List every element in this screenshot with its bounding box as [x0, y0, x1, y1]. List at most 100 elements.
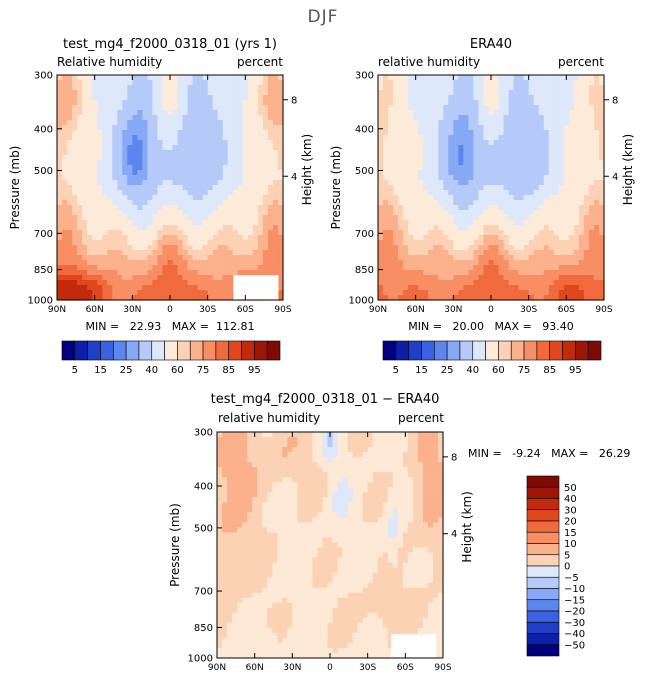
heatmap-cell [87, 215, 93, 221]
heatmap-cell [233, 75, 239, 81]
heatmap-cell [554, 170, 560, 176]
heatmap-cell [102, 290, 108, 296]
heatmap-cell [373, 457, 379, 463]
heatmap-cell [353, 432, 359, 438]
heatmap-cell [213, 255, 219, 261]
heatmap-cell [353, 502, 359, 508]
heatmap-cell [97, 80, 103, 86]
heatmap-cell [594, 95, 600, 101]
heatmap-cell [534, 135, 540, 141]
heatmap-cell [132, 115, 138, 121]
heatmap-cell [188, 135, 194, 141]
heatmap-cell [478, 120, 484, 126]
heatmap-cell [117, 140, 123, 146]
heatmap-cell [57, 195, 63, 201]
heatmap-cell [248, 170, 254, 176]
heatmap-cell [478, 115, 484, 121]
heatmap-cell [173, 125, 179, 131]
heatmap-cell [463, 195, 469, 201]
heatmap-cell [233, 195, 239, 201]
colorbar-swatch [165, 341, 178, 360]
heatmap-cell [428, 165, 434, 171]
heatmap-cell [423, 95, 429, 101]
heatmap-cell [277, 497, 283, 503]
heatmap-cell [213, 110, 219, 116]
heatmap-cell [248, 75, 254, 81]
heatmap-cell [463, 185, 469, 191]
heatmap-cell [97, 245, 103, 251]
heatmap-cell [137, 290, 143, 296]
heatmap-cell [218, 145, 224, 151]
heatmap-cell [333, 482, 339, 488]
heatmap-cell [363, 512, 369, 518]
heatmap-cell [122, 180, 128, 186]
heatmap-cell [238, 165, 244, 171]
heatmap-cell [253, 110, 259, 116]
heatmap-cell [258, 110, 264, 116]
heatmap-cell [488, 280, 494, 286]
heatmap-cell [383, 447, 389, 453]
heatmap-cell [217, 502, 223, 508]
heatmap-cell [584, 220, 590, 226]
heatmap-cell [122, 160, 128, 166]
heatmap-cell [233, 205, 239, 211]
heatmap-cell [428, 235, 434, 241]
heatmap-cell [238, 145, 244, 151]
heatmap-cell [238, 155, 244, 161]
heatmap-cell [272, 437, 278, 443]
heatmap-cell [438, 160, 444, 166]
heatmap-cell [514, 260, 520, 266]
heatmap-cell [559, 280, 565, 286]
heatmap-cell [203, 190, 209, 196]
heatmap-cell [433, 462, 439, 468]
heatmap-cell [247, 467, 253, 473]
heatmap-cell [388, 80, 394, 86]
heatmap-cell [302, 447, 308, 453]
heatmap-cell [378, 452, 384, 458]
heatmap-cell [282, 462, 288, 468]
heatmap-cell [499, 160, 505, 166]
heatmap-cell [408, 487, 414, 493]
heatmap-cell [524, 270, 530, 276]
heatmap-cell [127, 105, 133, 111]
heatmap-cell [413, 462, 419, 468]
heatmap-cell [403, 115, 409, 121]
heatmap-cell [72, 85, 78, 91]
heatmap-cell [478, 100, 484, 106]
heatmap-cell [478, 160, 484, 166]
heatmap-cell [338, 442, 344, 448]
heatmap-cell [438, 195, 444, 201]
heatmap-cell [574, 85, 580, 91]
heatmap-cell [448, 185, 454, 191]
heatmap-cell [504, 290, 510, 296]
heatmap-cell [438, 180, 444, 186]
heatmap-cell [173, 205, 179, 211]
heatmap-cell [222, 492, 228, 498]
heatmap-cell [238, 180, 244, 186]
heatmap-cell [423, 285, 429, 291]
heatmap-cell [463, 140, 469, 146]
colorbar-label: 95 [248, 365, 261, 376]
heatmap-cell [378, 492, 384, 498]
heatmap-cell [233, 185, 239, 191]
heatmap-cell [253, 255, 259, 261]
heatmap-cell [273, 190, 279, 196]
heatmap-cell [438, 225, 444, 231]
heatmap-cell [282, 517, 288, 523]
heatmap-cell [142, 145, 148, 151]
heatmap-cell [408, 105, 414, 111]
heatmap-cell [433, 260, 439, 266]
heatmap-cell [263, 230, 269, 236]
heatmap-cell [383, 255, 389, 261]
heatmap-cell [539, 260, 545, 266]
heatmap-cell [423, 245, 429, 251]
heatmap-cell [178, 110, 184, 116]
heatmap-cell [263, 110, 269, 116]
heatmap-cell [237, 442, 243, 448]
heatmap-cell [353, 517, 359, 523]
heatmap-cell [268, 140, 274, 146]
heatmap-cell [584, 245, 590, 251]
heatmap-cell [448, 140, 454, 146]
heatmap-cell [127, 150, 133, 156]
heatmap-cell [448, 130, 454, 136]
